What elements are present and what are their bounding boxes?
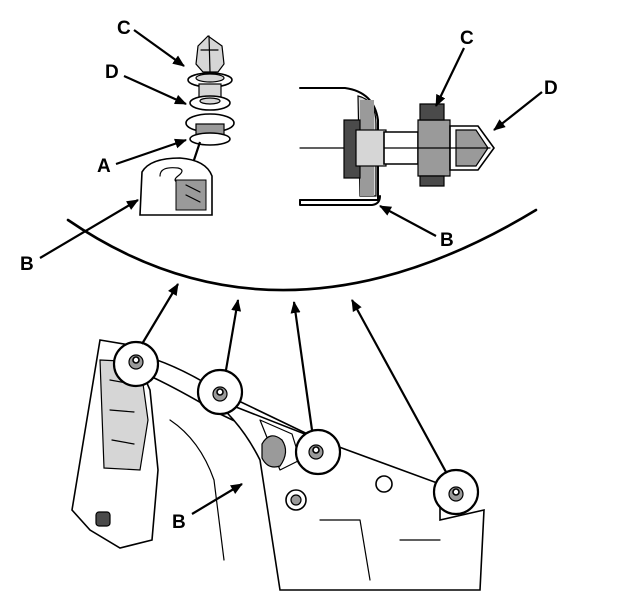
location-arrow-3 (290, 301, 314, 431)
label-d-right: D (544, 78, 558, 99)
separator-arc (66, 208, 538, 292)
label-b-main: B (172, 512, 186, 533)
location-arrow-1 (141, 283, 179, 345)
label-b-left: B (20, 254, 34, 275)
trim-post-icon (139, 157, 213, 216)
clip-location-3 (294, 428, 342, 476)
clip-cross-section (299, 87, 495, 206)
label-c-right: C (460, 28, 474, 49)
clip-retainer-icon (185, 113, 235, 146)
label-a-left: A (97, 156, 111, 177)
location-arrow-4 (351, 299, 447, 473)
label-b-right: B (440, 230, 454, 251)
clip-exploded-view (139, 35, 235, 216)
location-arrow-2 (224, 299, 242, 371)
clip-location-4 (432, 468, 480, 516)
clip-location-1 (112, 340, 160, 388)
clip-pin-icon (187, 35, 233, 88)
clip-location-2 (196, 368, 244, 416)
label-d-left: D (105, 62, 119, 83)
label-c-left: C (117, 18, 131, 39)
clip-washer-icon (189, 83, 231, 111)
